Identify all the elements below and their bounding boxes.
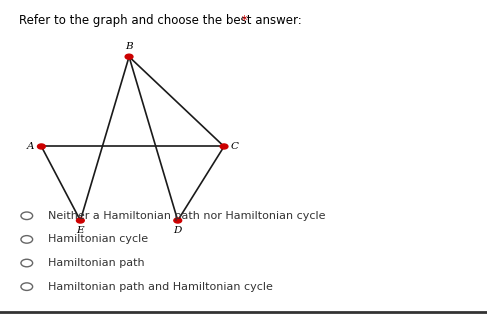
Circle shape [174,218,182,223]
Text: Refer to the graph and choose the best answer:: Refer to the graph and choose the best a… [19,14,301,27]
Text: E: E [76,226,84,235]
Circle shape [220,144,228,149]
Text: A: A [27,142,35,151]
Text: Hamiltonian path: Hamiltonian path [48,258,144,268]
Text: Neither a Hamiltonian path nor Hamiltonian cycle: Neither a Hamiltonian path nor Hamiltoni… [48,211,325,221]
Text: Hamiltonian cycle: Hamiltonian cycle [48,234,148,244]
Text: C: C [231,142,239,151]
Text: D: D [173,226,182,235]
Circle shape [125,54,133,59]
Circle shape [37,144,45,149]
Circle shape [76,218,84,223]
Text: Hamiltonian path and Hamiltonian cycle: Hamiltonian path and Hamiltonian cycle [48,282,273,292]
Text: B: B [125,42,133,51]
Text: *: * [238,14,248,27]
